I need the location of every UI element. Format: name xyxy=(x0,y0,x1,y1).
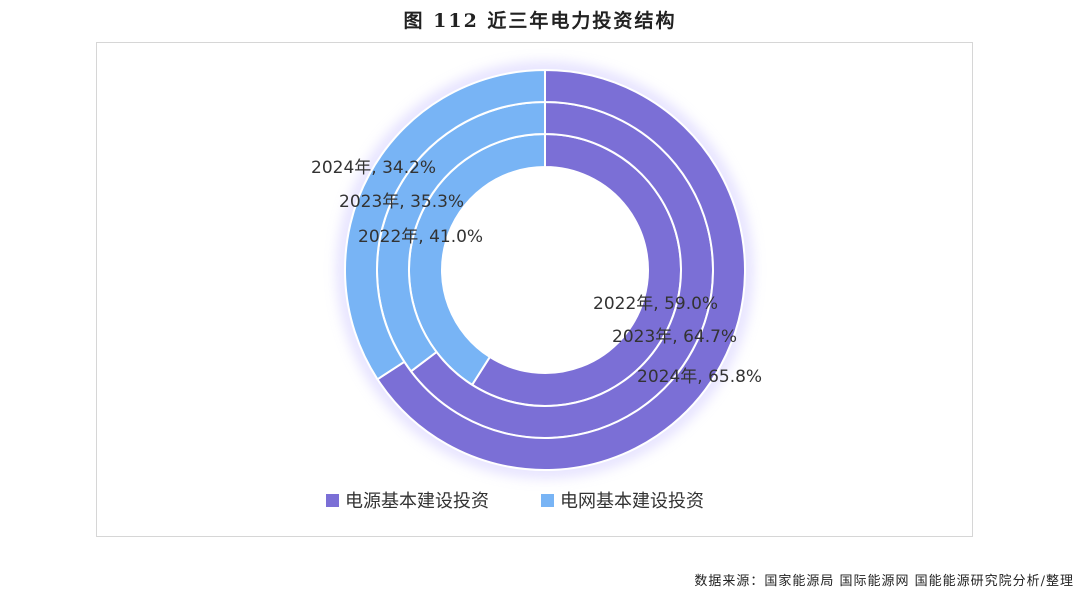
data-label-2023年-power-source: 2023年, 64.7% xyxy=(612,327,737,347)
label-layer: 2022年, 59.0% 2022年, 41.0% 2023年, 64.7% 2023… xyxy=(311,158,762,387)
data-label-2022年-power-source: 2022年, 59.0% xyxy=(593,294,718,314)
legend-item-power-grid[interactable]: 电网基本建设投资 xyxy=(541,491,704,512)
figure-title: 图 112 近三年电力投资结构 xyxy=(403,10,677,32)
legend-label: 电网基本建设投资 xyxy=(560,491,704,512)
data-label-2024年-power-source: 2024年, 65.8% xyxy=(637,367,762,387)
legend-swatch xyxy=(541,494,554,507)
legend-label: 电源基本建设投资 xyxy=(345,491,489,512)
data-label-2024年-power-grid: 2024年, 34.2% xyxy=(311,158,436,178)
source-note: 数据来源：国家能源局 国际能源网 国能能源研究院分析/整理 xyxy=(694,574,1074,589)
legend[interactable]: 电源基本建设投资 电网基本建设投资 xyxy=(326,491,704,512)
legend-swatch xyxy=(326,494,339,507)
ring-slice-2024年-power-grid[interactable] xyxy=(344,68,546,381)
ring-layer xyxy=(344,68,746,471)
ring-slice-2024年-power-source[interactable] xyxy=(376,68,746,471)
data-label-2022年-power-grid: 2022年, 41.0% xyxy=(358,227,483,247)
legend-item-power-source[interactable]: 电源基本建设投资 xyxy=(326,491,489,512)
data-label-2023年-power-grid: 2023年, 35.3% xyxy=(339,192,464,212)
